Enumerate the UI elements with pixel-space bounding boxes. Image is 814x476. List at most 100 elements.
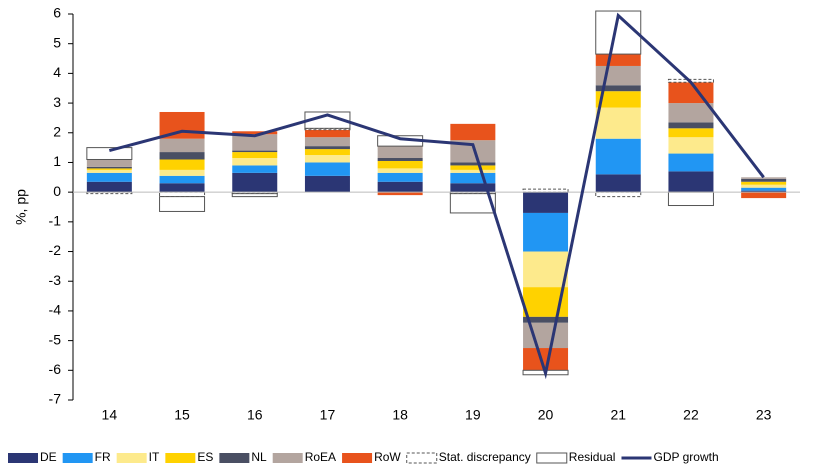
bar-segment	[377, 168, 423, 173]
bar-segment	[159, 169, 205, 176]
bar-segment	[304, 175, 350, 193]
bar-segment	[668, 153, 714, 172]
y-tick-label: 2	[53, 123, 61, 139]
bar-segment	[450, 123, 496, 141]
y-tick-label: -1	[49, 213, 62, 229]
bar-segment	[304, 155, 350, 163]
bar-segment	[668, 122, 714, 129]
bar-segment	[159, 196, 206, 212]
x-tick-label: 20	[538, 407, 554, 423]
bar-segment	[668, 137, 714, 154]
legend-label: Stat. discrepancy	[439, 450, 531, 464]
bar-segment	[86, 172, 132, 182]
bar-segment	[159, 152, 205, 160]
y-tick-label: 4	[53, 64, 61, 80]
legend-label: NL	[251, 450, 267, 464]
bar-segment	[450, 183, 496, 193]
legend-label: RoEA	[305, 450, 336, 464]
bar-segment	[377, 160, 423, 169]
bar-segment	[741, 181, 787, 185]
legend-swatch	[116, 453, 147, 463]
bar-segment	[86, 166, 132, 169]
bar-segment	[232, 152, 278, 159]
legend-swatch	[219, 453, 250, 463]
bar-segment	[159, 159, 205, 170]
x-tick-label: 23	[756, 407, 772, 423]
bar-segment	[523, 348, 569, 371]
legend-swatch	[536, 452, 568, 464]
bar-segment	[668, 82, 714, 104]
y-tick-label: -4	[49, 302, 62, 318]
bar-segment	[232, 165, 278, 173]
bar-segment	[450, 140, 496, 163]
bar-segment	[304, 146, 350, 150]
bar-segment	[741, 184, 787, 188]
x-tick-label: 17	[320, 407, 336, 423]
legend-swatch	[406, 452, 438, 464]
legend-label: GDP growth	[653, 450, 718, 464]
gdp-line	[108, 12, 765, 380]
legend-label: Residual	[569, 450, 616, 464]
bar-segment	[595, 85, 641, 92]
legend-label: RoW	[374, 450, 401, 464]
bar-segment	[523, 212, 569, 252]
x-tick-label: 14	[102, 407, 118, 423]
bar-segment	[377, 146, 423, 159]
bar-segment	[595, 138, 641, 175]
bar-segment	[595, 191, 642, 198]
x-tick-label: 19	[465, 407, 481, 423]
legend-swatch	[272, 453, 303, 463]
bar-segment	[232, 172, 278, 193]
x-tick-label: 21	[610, 407, 626, 423]
bar-segment	[232, 150, 278, 153]
legend-swatch	[342, 453, 373, 463]
bar-segment	[595, 107, 641, 139]
legend-swatch	[165, 453, 196, 463]
bar-segment	[232, 134, 278, 151]
y-tick-label: 1	[53, 153, 61, 169]
bar-segment	[741, 187, 787, 191]
y-tick-label: 0	[53, 183, 61, 199]
bar-segment	[595, 174, 641, 193]
bar-segment	[232, 131, 278, 135]
legend-swatch	[62, 453, 93, 463]
bar-segment	[450, 172, 496, 184]
y-tick-label: 5	[53, 34, 61, 50]
y-tick-label: 6	[53, 5, 61, 21]
bar-segment	[595, 91, 641, 108]
legend-label: IT	[149, 450, 160, 464]
bar-segment	[667, 191, 714, 207]
bar-segment	[304, 149, 350, 156]
y-tick-label: -7	[49, 391, 62, 407]
legend-label: ES	[197, 450, 213, 464]
legend-label: FR	[95, 450, 111, 464]
bar-segment	[159, 191, 206, 198]
bar-segment	[86, 168, 132, 170]
bar-segment	[595, 54, 641, 66]
bar-segment	[377, 192, 423, 196]
y-tick-label: -5	[49, 331, 62, 347]
bar-segment	[668, 103, 714, 123]
bar-segment	[523, 192, 569, 213]
bar-segment	[304, 137, 350, 147]
y-axis-label: %, pp	[13, 189, 29, 225]
bar-segment	[741, 192, 787, 199]
x-tick-label: 15	[174, 407, 190, 423]
legend-label: DE	[40, 450, 57, 464]
bar-segment	[377, 172, 423, 182]
bar-segment	[86, 169, 132, 173]
bar-segment	[741, 177, 787, 179]
y-tick-label: -3	[49, 272, 62, 288]
bar-segment	[523, 251, 569, 288]
bar-segment	[450, 165, 496, 170]
bar-segment	[377, 158, 423, 161]
y-tick-label: 3	[53, 94, 61, 110]
bar-segment	[450, 169, 496, 173]
bar-segment	[668, 171, 714, 193]
y-tick-label: -6	[49, 361, 62, 377]
bar-segment	[159, 175, 205, 184]
bar-segment	[86, 147, 133, 160]
bar-segment	[741, 178, 787, 182]
bar-segment	[159, 183, 205, 193]
